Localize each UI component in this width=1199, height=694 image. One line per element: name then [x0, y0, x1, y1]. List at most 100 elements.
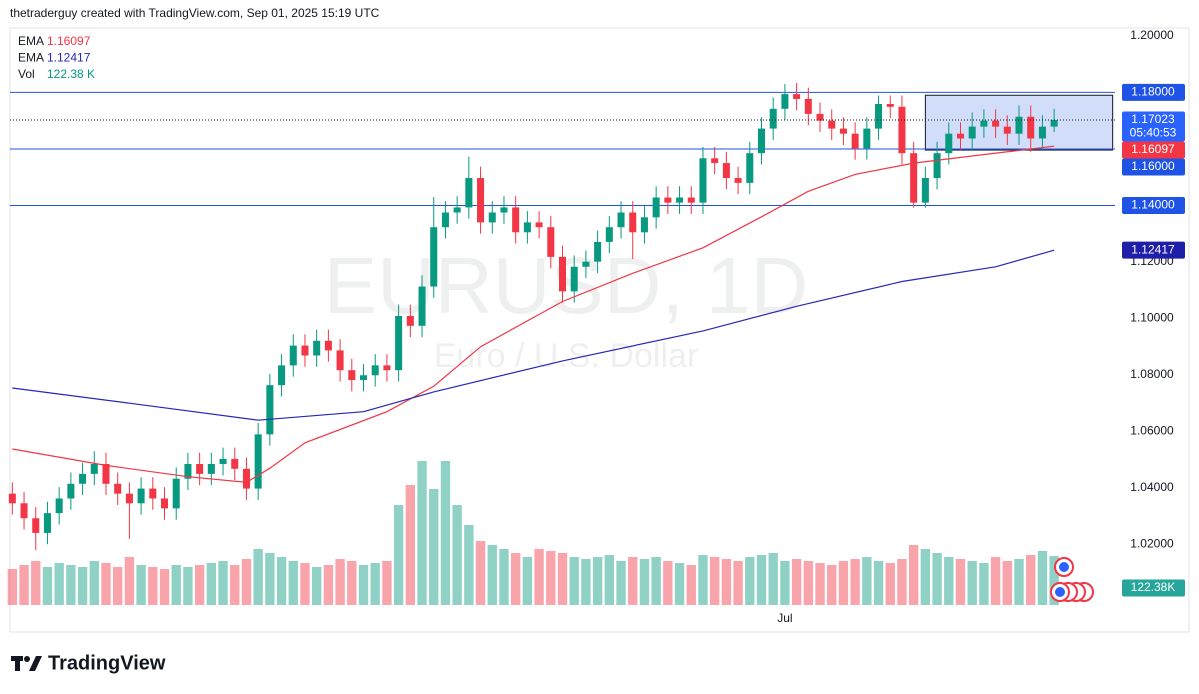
- candle-body: [313, 340, 321, 356]
- candle-body: [910, 153, 918, 203]
- volume-bar: [897, 559, 907, 605]
- candle-body: [219, 458, 227, 464]
- price-tag: 1.16097: [1131, 142, 1175, 156]
- candle-body: [125, 493, 133, 504]
- volume-bar: [276, 557, 287, 605]
- candle-body: [8, 493, 16, 504]
- price-tag-box: [1122, 111, 1185, 142]
- candle-body: [652, 197, 660, 218]
- candle-body: [734, 178, 742, 183]
- candle-body: [20, 503, 28, 519]
- volume-bar: [1026, 555, 1036, 605]
- volume-bar: [452, 505, 462, 605]
- volume-bar: [967, 561, 977, 605]
- candle-body: [406, 315, 414, 326]
- volume-bar: [148, 567, 158, 605]
- candle-body: [980, 120, 988, 127]
- brand: TradingView: [48, 652, 166, 674]
- candle-body: [102, 463, 110, 484]
- candle-body: [640, 217, 648, 233]
- volume-bar: [159, 569, 170, 605]
- candle-body: [863, 128, 871, 149]
- candle-body: [968, 126, 976, 139]
- candle-body: [535, 222, 543, 228]
- volume-bar: [745, 557, 755, 605]
- candle-body: [289, 345, 297, 366]
- volume-bar: [370, 563, 380, 605]
- volume-tag-box: [1122, 579, 1185, 597]
- candle-body: [254, 434, 262, 489]
- volume-bar: [31, 561, 41, 605]
- volume-bar: [803, 561, 813, 605]
- candle-body: [1003, 126, 1011, 134]
- event-icons: [1050, 557, 1094, 602]
- volume-bar: [955, 559, 966, 605]
- volume-bar: [616, 561, 626, 605]
- candle-body: [781, 94, 789, 109]
- volume-bar: [557, 553, 568, 605]
- price-tag-box: [1122, 158, 1185, 176]
- brand-logo: [11, 656, 42, 671]
- candle-body: [605, 227, 613, 242]
- legend-name: EMA: [18, 34, 44, 48]
- volume-bar: [19, 565, 29, 605]
- volume-bar: [1014, 559, 1024, 605]
- candle-body: [453, 207, 461, 213]
- candle-body: [851, 133, 859, 149]
- candle-body: [664, 197, 672, 203]
- volume-bar: [639, 559, 650, 605]
- candle-body: [699, 158, 707, 203]
- volume-bar: [230, 565, 240, 605]
- y-tick-label: 1.02000: [1130, 537, 1174, 551]
- volume-bar: [838, 561, 849, 605]
- volume-bar: [136, 565, 146, 605]
- volume-bar: [733, 561, 743, 605]
- volume-bar: [815, 563, 825, 605]
- candle-body: [488, 212, 496, 223]
- volume-bar: [393, 505, 404, 605]
- volume-bar: [698, 555, 708, 605]
- volume-bar: [756, 555, 767, 605]
- candle-body: [43, 513, 51, 533]
- volume-bar: [780, 561, 790, 605]
- candle-body: [570, 266, 578, 292]
- legend-name: EMA: [18, 51, 44, 65]
- volume-bar: [908, 545, 919, 605]
- candle-body: [839, 128, 847, 134]
- price-tag: 1.17023: [1131, 112, 1175, 126]
- volume-bar: [66, 565, 76, 605]
- volume-bar: [534, 549, 544, 605]
- candle-body: [278, 365, 286, 386]
- volume-bar: [873, 561, 884, 605]
- y-tick-label: 1.08000: [1130, 367, 1174, 381]
- volume-bar: [1002, 561, 1012, 605]
- candle-body: [441, 212, 449, 228]
- volume-bar: [663, 561, 673, 605]
- candle-body: [79, 473, 87, 484]
- price-tag-box: [1122, 83, 1185, 101]
- volume-bar: [171, 565, 181, 605]
- volume-bar: [990, 557, 1001, 605]
- volume-bar: [335, 559, 345, 605]
- volume-bar: [312, 567, 322, 605]
- volume-bar: [323, 565, 334, 605]
- volume-bar: [218, 561, 228, 605]
- volume-bar: [54, 563, 64, 605]
- candle-body: [512, 207, 520, 233]
- candle-body: [231, 458, 239, 469]
- candle-body: [184, 463, 192, 479]
- candle-body: [886, 104, 894, 107]
- volume-bar: [194, 565, 205, 605]
- candle-body: [956, 133, 964, 139]
- candle-body: [383, 365, 391, 371]
- volume-bar: [944, 557, 954, 605]
- volume-bar: [1037, 551, 1048, 605]
- volume-bar: [101, 563, 111, 605]
- candle-body: [55, 498, 63, 514]
- candle-body: [523, 222, 531, 233]
- volume-bar: [569, 557, 579, 605]
- candle-body: [500, 207, 508, 213]
- x-tick-label: Jul: [777, 611, 792, 625]
